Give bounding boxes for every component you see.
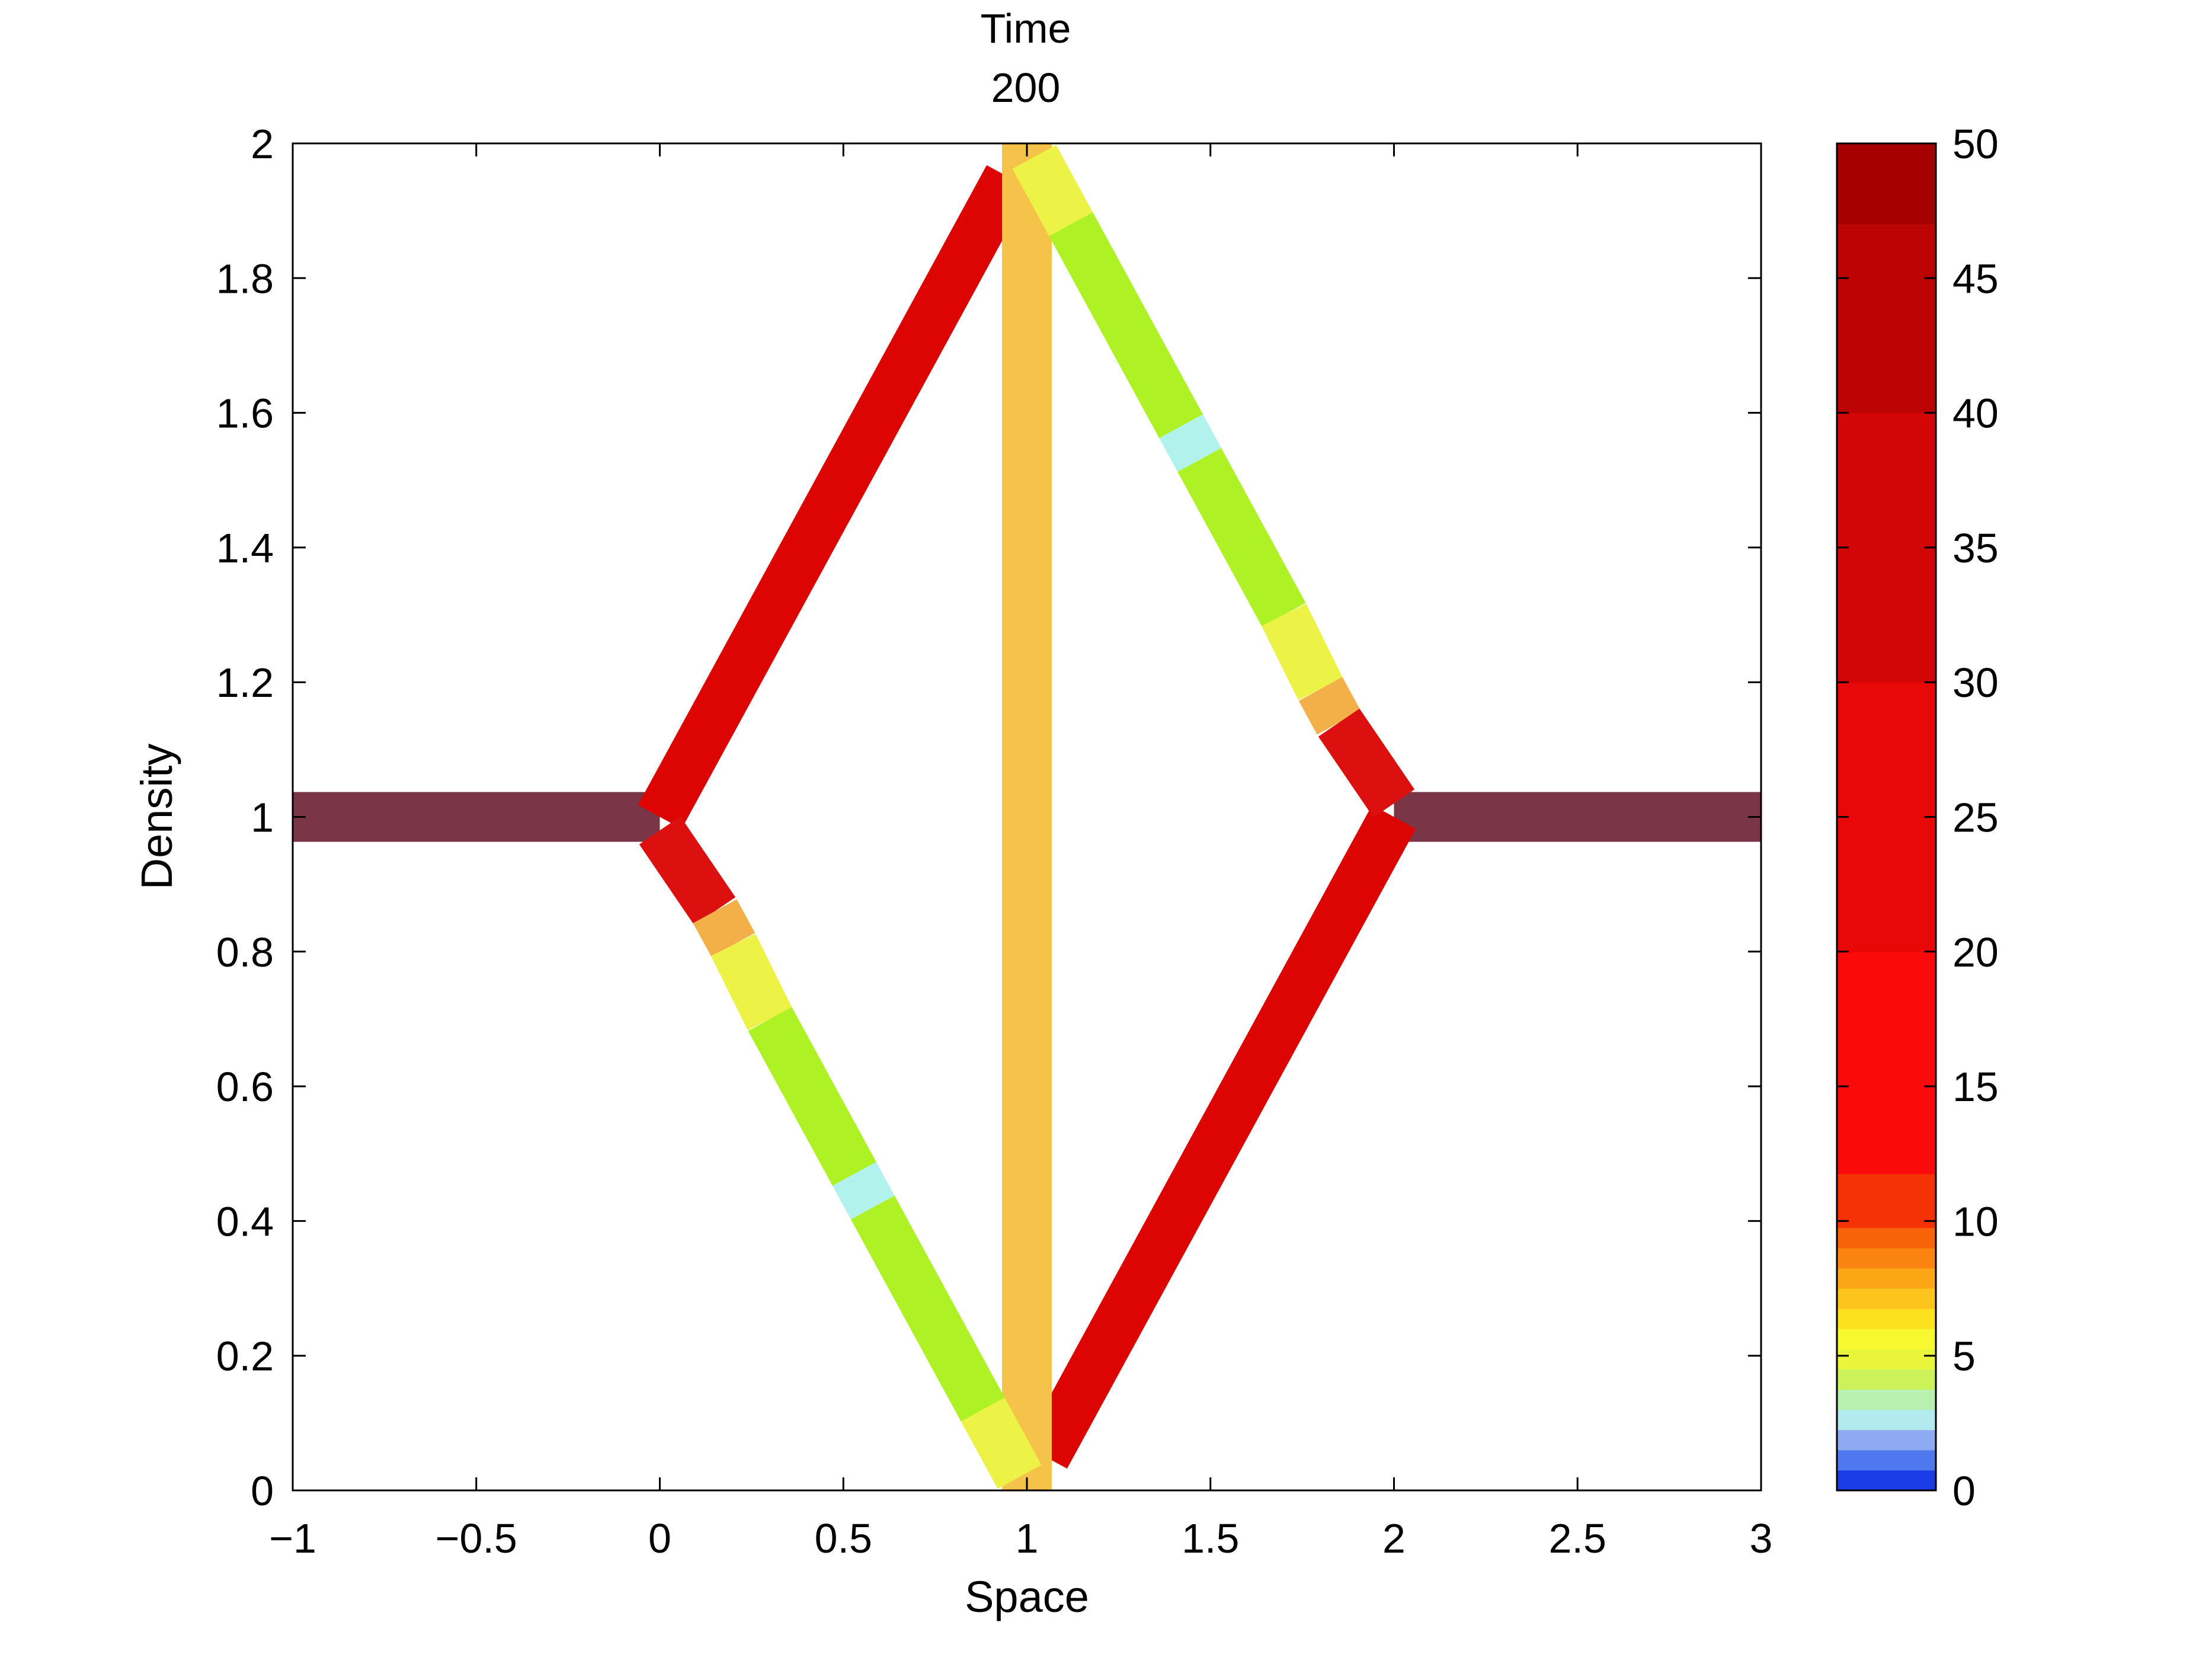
colorbar-tick-label-1: 5	[1952, 1333, 1976, 1380]
data-segment-15	[1177, 448, 1306, 627]
x-tick-label-4: 1	[1016, 1515, 1039, 1562]
data-segment-16	[1262, 603, 1343, 700]
x-tick-label-3: 0.5	[815, 1515, 872, 1562]
colorbar-band-1	[1837, 1450, 1936, 1471]
colorbar-band-17	[1837, 224, 1936, 414]
chart-title-line-1: Time	[981, 5, 1071, 52]
data-segment-5	[639, 816, 736, 926]
colorbar-band-0	[1837, 1470, 1936, 1491]
colorbar-band-3	[1837, 1409, 1936, 1431]
data-segment-11	[961, 1397, 1042, 1489]
y-tick-label-0: 0	[251, 1468, 274, 1514]
data-segment-18	[1318, 708, 1415, 818]
colorbar-band-15	[1837, 682, 1936, 952]
x-tick-label-7: 2.5	[1549, 1515, 1606, 1562]
y-tick-label-5: 1	[251, 795, 274, 841]
colorbar-band-4	[1837, 1389, 1936, 1410]
data-segment-12	[1012, 145, 1093, 236]
y-tick-label-8: 1.6	[216, 391, 274, 437]
y-tick-label-9: 1.8	[216, 255, 274, 302]
data-segments	[293, 143, 1761, 1490]
x-tick-label-8: 3	[1750, 1515, 1773, 1562]
y-tick-label-2: 0.4	[216, 1198, 274, 1244]
data-segment-10	[850, 1195, 1005, 1422]
colorbar-tick-label-10: 50	[1952, 121, 1999, 167]
colorbar-band-12	[1837, 1227, 1936, 1249]
colorbar-band-7	[1837, 1329, 1936, 1349]
colorbar	[1837, 143, 1936, 1491]
colorbar-tick-label-5: 25	[1952, 795, 1999, 841]
x-tick-label-0: −1	[269, 1515, 316, 1562]
colorbar-ticks: 0 5 10 15 20 25 30 35 40 45 50	[1837, 121, 1999, 1514]
colorbar-band-2	[1837, 1429, 1936, 1451]
x-axis-ticks: −1 −0.5 0 0.5 1 1.5 2 2.5 3	[269, 143, 1772, 1562]
colorbar-tick-label-2: 10	[1952, 1198, 1999, 1244]
x-tick-label-2: 0	[648, 1515, 671, 1562]
data-segment-3	[1023, 805, 1416, 1469]
colorbar-tick-label-7: 35	[1952, 525, 1999, 571]
colorbar-tick-label-8: 40	[1952, 391, 1999, 437]
colorbar-band-10	[1837, 1268, 1936, 1289]
data-segment-8	[748, 1007, 876, 1186]
colorbar-band-11	[1837, 1247, 1936, 1269]
y-tick-label-7: 1.4	[216, 525, 274, 571]
chart-title-line-2: 200	[991, 65, 1061, 111]
colorbar-band-6	[1837, 1349, 1936, 1370]
y-axis-ticks: 0 0.2 0.4 0.6 0.8 1 1.2 1.4 1.6 1.8 2	[216, 121, 1761, 1514]
data-segment-7	[710, 933, 792, 1031]
data-segment-6	[693, 899, 756, 957]
colorbar-tick-label-6: 30	[1952, 660, 1999, 706]
colorbar-band-13	[1837, 1173, 1936, 1228]
x-tick-label-6: 2	[1382, 1515, 1406, 1562]
colorbar-tick-label-9: 45	[1952, 255, 1999, 302]
colorbar-tick-label-4: 20	[1952, 929, 1999, 975]
x-tick-label-1: −0.5	[436, 1515, 517, 1562]
colorbar-band-8	[1837, 1308, 1936, 1329]
colorbar-tick-label-0: 0	[1952, 1468, 1976, 1514]
colorbar-band-9	[1837, 1288, 1936, 1309]
y-axis-label: Density	[132, 744, 181, 890]
y-tick-label-3: 0.6	[216, 1064, 274, 1110]
y-tick-label-1: 0.2	[216, 1333, 274, 1380]
data-segment-2	[638, 165, 1030, 829]
colorbar-band-5	[1837, 1369, 1936, 1390]
data-segment-13	[1049, 212, 1203, 439]
data-segment-17	[1298, 677, 1361, 735]
colorbar-tick-label-3: 15	[1952, 1064, 1999, 1110]
y-tick-label-10: 2	[251, 121, 274, 167]
colorbar-band-18	[1837, 143, 1936, 225]
data-segment-14	[1159, 414, 1222, 472]
data-segment-9	[832, 1162, 895, 1220]
y-tick-label-6: 1.2	[216, 660, 274, 706]
colorbar-band-14	[1837, 951, 1936, 1175]
x-tick-label-5: 1.5	[1182, 1515, 1239, 1562]
y-tick-label-4: 0.8	[216, 929, 274, 975]
x-axis-label: Space	[965, 1572, 1089, 1621]
colorbar-band-16	[1837, 412, 1936, 683]
